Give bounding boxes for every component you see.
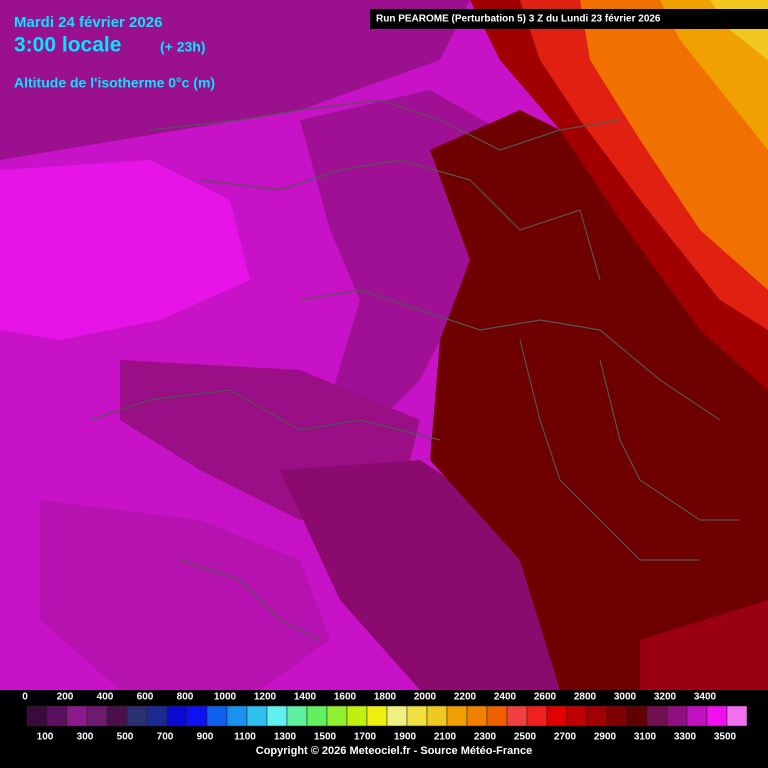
legend-label: 2400 <box>494 692 517 703</box>
legend-swatch <box>346 705 368 727</box>
legend-swatch <box>586 705 608 727</box>
legend-swatch <box>526 705 548 727</box>
legend-swatch <box>106 705 128 727</box>
legend-label: 1800 <box>374 692 397 703</box>
legend-swatch <box>626 705 648 727</box>
legend-swatch <box>426 705 448 727</box>
legend-swatch <box>46 705 68 727</box>
forecast-time: 3:00 locale <box>14 34 121 57</box>
legend-swatch <box>386 705 408 727</box>
legend-label: 1300 <box>274 732 297 743</box>
legend-swatch <box>166 705 188 727</box>
legend-label: 1500 <box>314 732 337 743</box>
legend-swatch <box>366 705 388 727</box>
legend-swatch <box>726 705 748 727</box>
legend-label: 2100 <box>434 732 457 743</box>
legend-swatch <box>126 705 148 727</box>
legend-label: 500 <box>117 732 134 743</box>
legend-label: 600 <box>137 692 154 703</box>
color-legend: 0 100 200 300 400 500 600 700 800 900 1000 1100 1200… <box>22 692 748 743</box>
run-info: Run PEAROME (Perturbation 5) 3 Z du Lund… <box>376 14 661 25</box>
legend-swatch <box>666 705 688 727</box>
legend-label: 300 <box>77 732 94 743</box>
legend-label: 2800 <box>574 692 597 703</box>
legend-label: 3300 <box>674 732 697 743</box>
legend-label: 900 <box>197 732 214 743</box>
legend-label: 1900 <box>394 732 417 743</box>
borders <box>89 99 740 641</box>
legend-label: 2200 <box>454 692 477 703</box>
copyright: Copyright © 2026 Meteociel.fr - Source M… <box>256 745 532 757</box>
legend-label: 2600 <box>534 692 557 703</box>
legend-label: 2500 <box>514 732 537 743</box>
legend-label: 100 <box>37 732 54 743</box>
legend-swatch <box>646 705 668 727</box>
legend-label: 2700 <box>554 732 577 743</box>
legend-label: 3400 <box>694 692 717 703</box>
legend-swatch <box>686 705 708 727</box>
legend-label: 1400 <box>294 692 317 703</box>
run-banner <box>370 9 768 29</box>
legend-label: 1700 <box>354 732 377 743</box>
parameter-title: Altitude de l'isotherme 0°c (m) <box>14 75 215 91</box>
legend-label: 2300 <box>474 732 497 743</box>
legend-label: 1600 <box>334 692 357 703</box>
legend-swatch <box>326 705 348 727</box>
legend-label: 700 <box>157 732 174 743</box>
legend-label: 400 <box>97 692 114 703</box>
legend-swatch <box>306 705 328 727</box>
legend-label: 3500 <box>714 732 737 743</box>
legend-swatch <box>606 705 628 727</box>
legend-swatch <box>486 705 508 727</box>
legend-swatch <box>506 705 528 727</box>
legend-label: 1000 <box>214 692 237 703</box>
legend-swatch <box>206 705 228 727</box>
legend-swatch <box>286 705 308 727</box>
legend-label: 2900 <box>594 732 617 743</box>
legend-swatch <box>26 705 48 727</box>
forecast-date: Mardi 24 février 2026 <box>14 14 162 31</box>
legend-label: 3200 <box>654 692 677 703</box>
legend-swatch <box>226 705 248 727</box>
legend-label: 200 <box>57 692 74 703</box>
legend-label: 3000 <box>614 692 637 703</box>
legend-label: 1200 <box>254 692 277 703</box>
legend-swatch <box>246 705 268 727</box>
legend-label: 0 <box>22 692 28 703</box>
legend-swatch <box>86 705 108 727</box>
legend-swatch <box>146 705 168 727</box>
legend-swatch <box>186 705 208 727</box>
legend-swatch <box>66 705 88 727</box>
legend-swatch <box>546 705 568 727</box>
legend-label: 2000 <box>414 692 437 703</box>
legend-swatch <box>266 705 288 727</box>
legend-swatch <box>706 705 728 727</box>
legend-swatch <box>446 705 468 727</box>
legend-swatch <box>406 705 428 727</box>
legend-swatch <box>466 705 488 727</box>
legend-label: 3100 <box>634 732 657 743</box>
legend-swatch <box>566 705 588 727</box>
legend-label: 800 <box>177 692 194 703</box>
lead-time: (+ 23h) <box>160 39 206 55</box>
legend-label: 1100 <box>234 732 256 743</box>
